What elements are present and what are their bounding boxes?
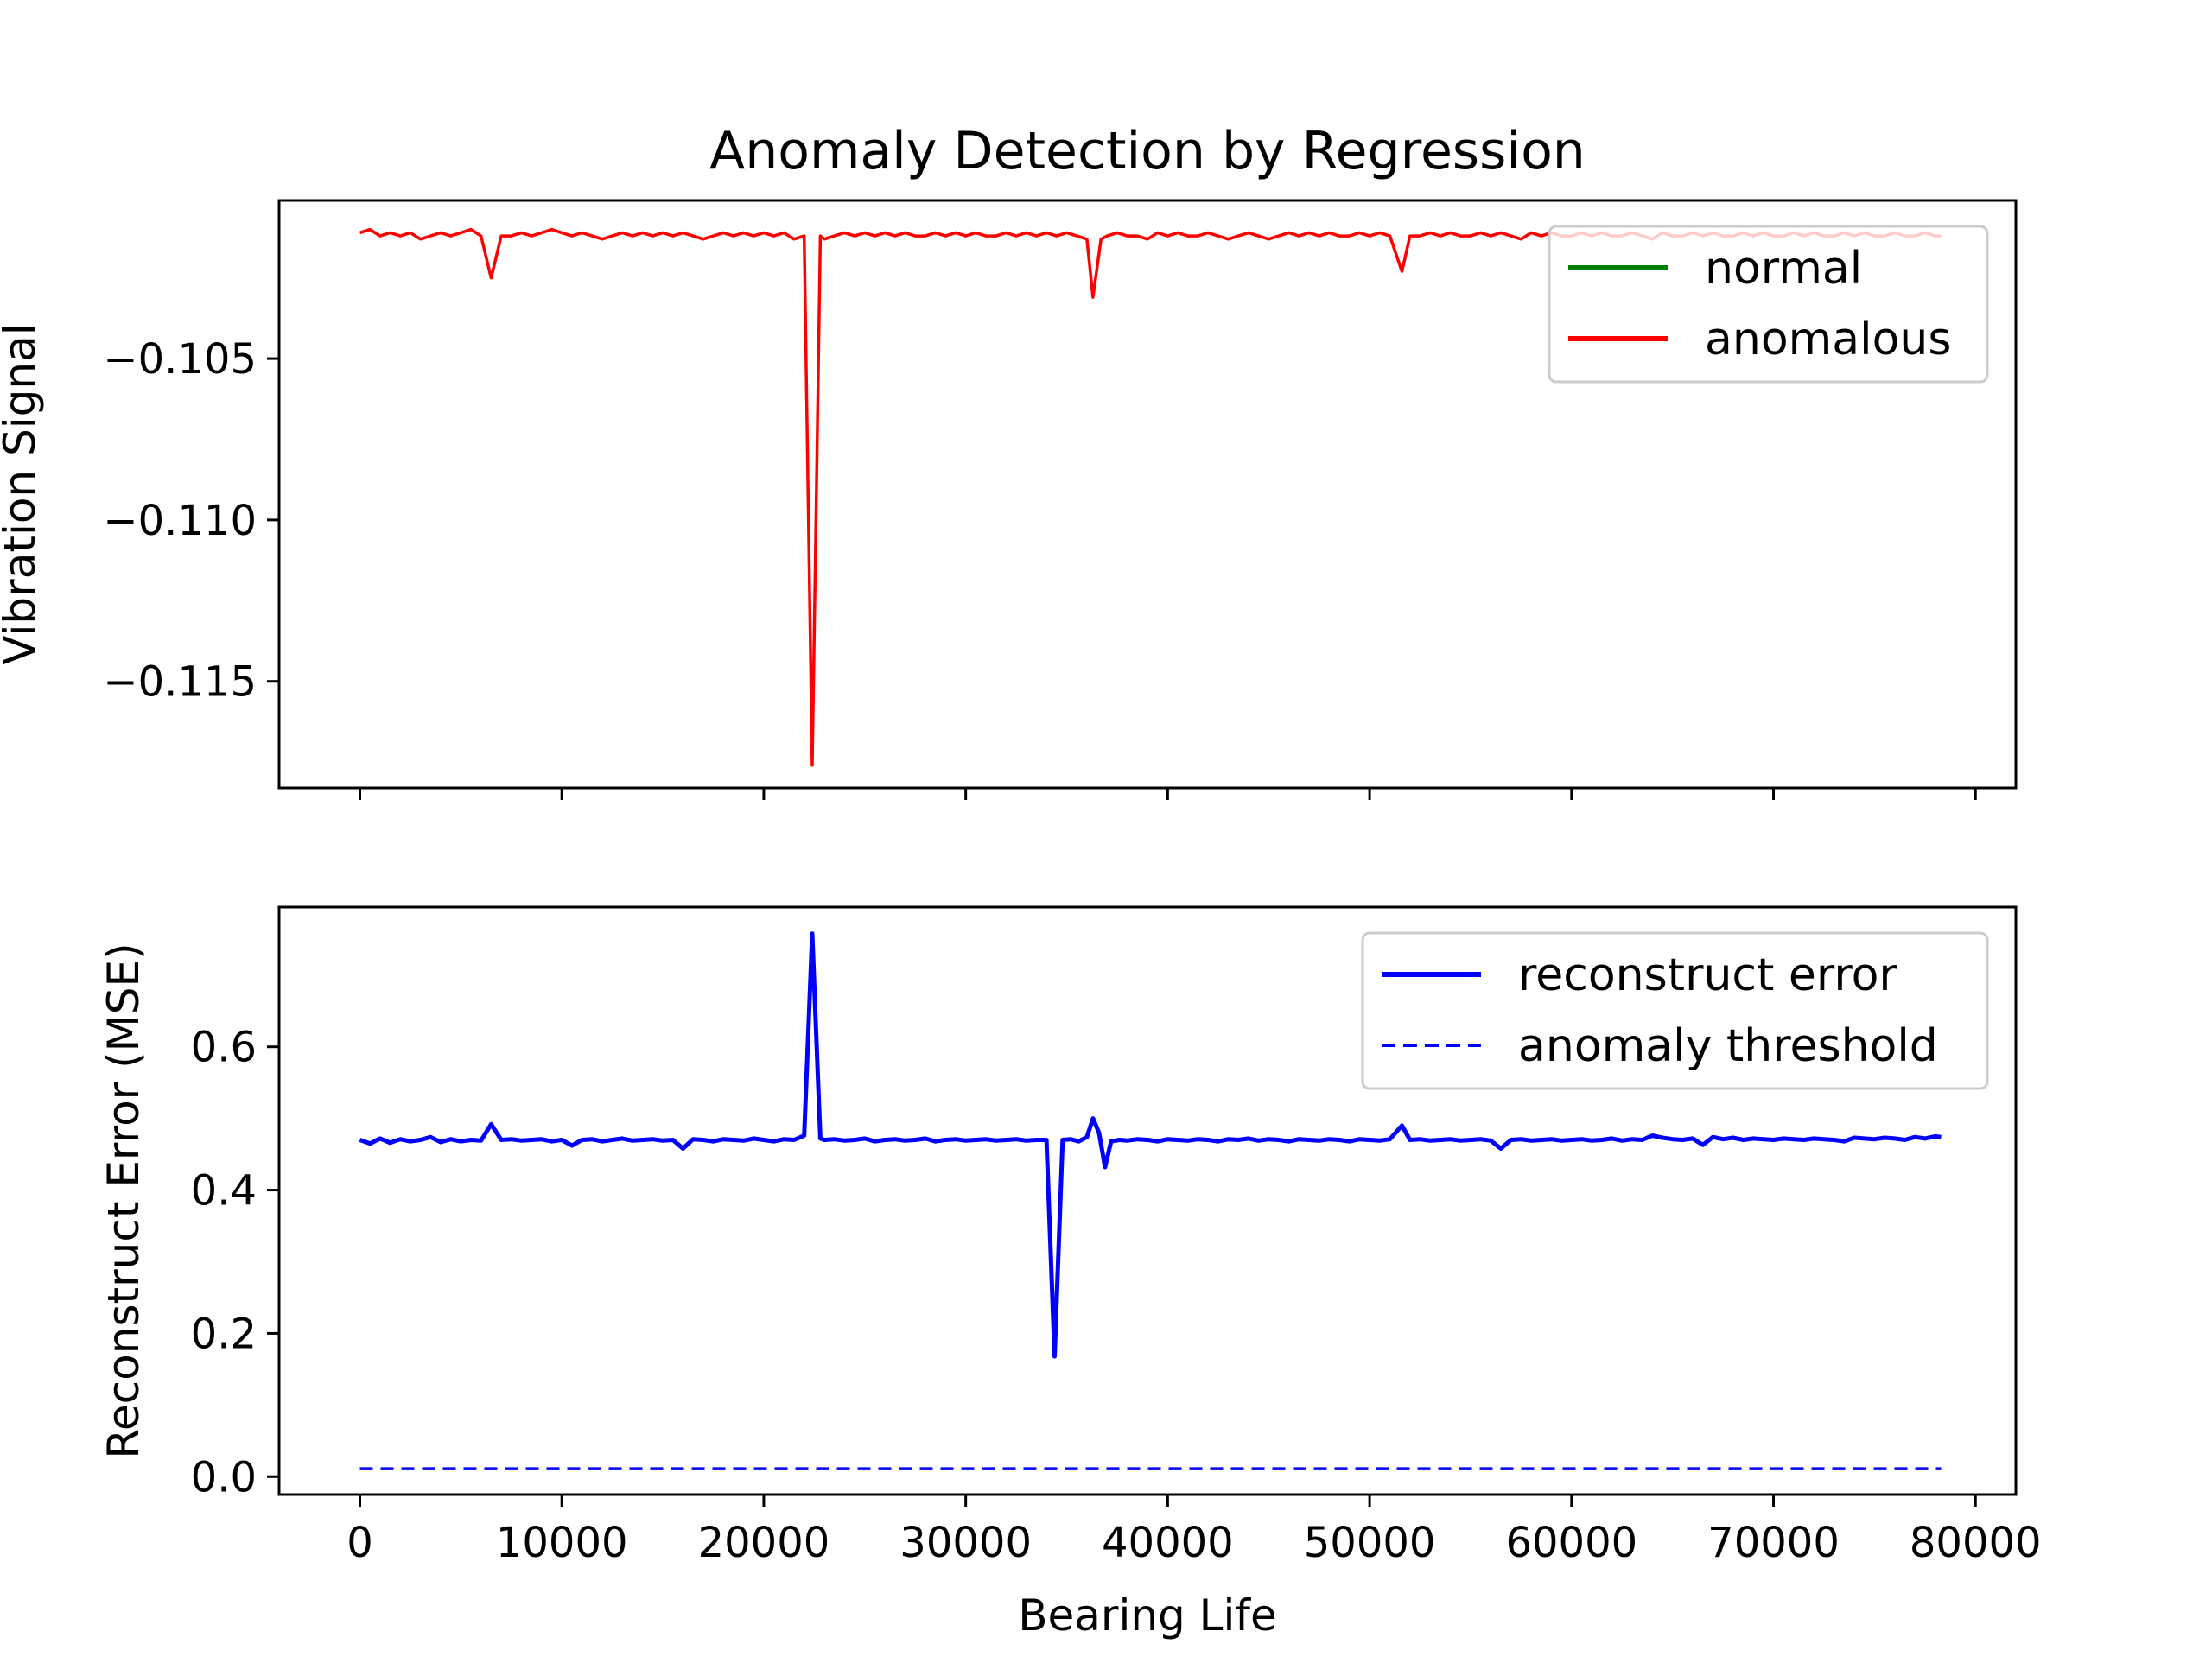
x-tick-label: 10000 xyxy=(496,1519,628,1567)
y-tick-label: 0.2 xyxy=(191,1310,257,1358)
legend-label: reconstruct error xyxy=(1518,949,1897,1001)
axes-frame xyxy=(277,199,2018,790)
x-tick-label: 60000 xyxy=(1505,1519,1637,1567)
y-tick-label: −0.110 xyxy=(103,497,257,545)
x-axis-label: Bearing Life xyxy=(1018,1590,1277,1641)
y-axis-label: Vibration Signal xyxy=(0,323,45,664)
y-tick-label: 0.0 xyxy=(191,1453,257,1501)
y-tick-label: −0.105 xyxy=(103,335,257,384)
top-panel-vibration: −0.105 −0.110 −0.115 Vibration Signal normal… xyxy=(0,199,2018,800)
x-tick-label: 70000 xyxy=(1707,1519,1840,1567)
x-tick-label: 80000 xyxy=(1910,1519,2042,1567)
y-tick-label: −0.115 xyxy=(103,658,257,707)
y-tick-label: 0.6 xyxy=(191,1024,257,1072)
x-tick-label: 40000 xyxy=(1102,1519,1234,1567)
bottom-panel-reconstruct-error: 0 10000 20000 30000 40000 50000 60000 70000 8000… xyxy=(99,905,2042,1567)
x-tick-label: 30000 xyxy=(899,1519,1032,1567)
legend-box xyxy=(1361,931,1989,1090)
x-tick-label: 20000 xyxy=(698,1519,830,1567)
legend-label: normal xyxy=(1705,243,1862,295)
legend: normal anomalous xyxy=(1548,225,1989,384)
series-line-reconstruct-error xyxy=(359,931,1942,1359)
axes-frame xyxy=(277,905,2018,1496)
x-tick-label: 0 xyxy=(346,1519,373,1567)
legend: reconstruct error anomaly threshold xyxy=(1361,931,1989,1090)
y-tick-label: 0.4 xyxy=(191,1167,257,1216)
legend-label: anomalous xyxy=(1705,314,1951,365)
x-tick-label: 50000 xyxy=(1304,1519,1436,1567)
y-axis-label: Reconstruct Error (MSE) xyxy=(99,943,149,1458)
chart-title: Anomaly Detection by Regression xyxy=(709,121,1586,181)
legend-label: anomaly threshold xyxy=(1518,1020,1938,1072)
